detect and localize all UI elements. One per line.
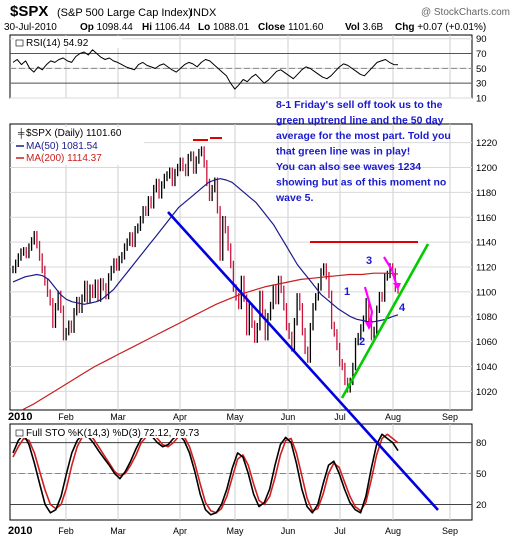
rsi-collapse-icon <box>15 39 24 47</box>
stat-low: Lo 1088.01 <box>198 22 250 33</box>
annotation-line: wave 5. <box>275 192 313 204</box>
y-tick-label: 70 <box>476 49 487 60</box>
sto-d-line <box>12 433 399 514</box>
x-tick-label: 2010 <box>8 525 32 537</box>
y-tick-label: 1160 <box>476 213 496 224</box>
blue-downtrend-line <box>167 211 439 511</box>
sto-title-bg <box>14 426 219 438</box>
y-tick-label: 50 <box>476 469 487 480</box>
ma50-line <box>12 178 399 323</box>
x-tick-label: Apr <box>173 412 187 422</box>
y-tick-label: 1100 <box>476 287 496 298</box>
x-tick-label: Sep <box>442 526 458 536</box>
symbol-title: $SPX <box>10 3 48 20</box>
x-tick-label: Aug <box>385 412 401 422</box>
y-tick-label: 1140 <box>476 238 496 249</box>
y-tick-label: 90 <box>476 34 487 45</box>
stat-open: Op 1098.44 <box>80 22 133 33</box>
price-legend-bg <box>14 127 144 165</box>
annotation-line: showing but as of this moment no <box>276 177 446 189</box>
y-tick-label: 1200 <box>476 163 497 174</box>
x-tick-label: Jul <box>334 526 346 536</box>
annotation-line: average for the most part. Told you <box>276 130 451 142</box>
y-tick-label: 1180 <box>476 188 496 199</box>
y-tick-label: 1080 <box>476 312 497 323</box>
y-tick-label: 1060 <box>476 337 497 348</box>
annotation-text: 8-1 Friday's sell off took us to the gree… <box>275 99 451 204</box>
rsi-title: RSI(14) 54.92 <box>26 38 89 49</box>
quote-date: 30-Jul-2010 <box>4 22 57 33</box>
index-name: (S&P 500 Large Cap Index) <box>57 7 192 19</box>
series-layer <box>12 49 399 516</box>
x-tick-label: Mar <box>110 526 126 536</box>
x-tick-label: 2010 <box>8 411 32 423</box>
sto-k-line <box>12 433 399 516</box>
wave-label-3: 3 <box>366 255 372 267</box>
rsi-title-bg <box>14 36 122 48</box>
y-tick-label: 1120 <box>476 263 496 274</box>
y-tick-label: 80 <box>476 438 487 449</box>
magenta-arrowhead-4 <box>393 283 401 290</box>
x-tick-label: May <box>226 526 244 536</box>
y-tick-label: 50 <box>476 64 487 75</box>
watermark: @ StockCharts.com <box>421 7 510 18</box>
overlay-layer <box>167 137 439 511</box>
x-tick-label: May <box>226 412 244 422</box>
x-tick-label: Mar <box>110 412 126 422</box>
magenta-arrowhead-2 <box>365 322 373 330</box>
x-tick-label: Jul <box>334 412 346 422</box>
stat-high: Hi 1106.44 <box>142 22 191 33</box>
wave-label-4: 4 <box>399 302 406 314</box>
annotation-line: that green line was in play! <box>276 146 410 158</box>
y-tick-label: 1020 <box>476 387 497 398</box>
stat-change: Chg +0.07 (+0.01%) <box>395 22 486 33</box>
wave-label-2: 2 <box>359 336 365 348</box>
annotation-line: You can also see waves 1234 <box>276 161 421 173</box>
x-tick-label: Feb <box>58 526 74 536</box>
ma200-legend-label: MA(200) 1114.37 <box>26 153 102 164</box>
ma200-line <box>21 272 399 411</box>
stat-close: Close 1101.60 <box>258 22 324 33</box>
x-tick-label: Sep <box>442 412 458 422</box>
sto-collapse-icon <box>15 429 24 437</box>
wave-label-1: 1 <box>344 286 350 298</box>
annotation-line: 8-1 Friday's sell off took us to the <box>276 99 443 111</box>
x-tick-label: Jun <box>281 526 296 536</box>
x-tick-label: Aug <box>385 526 401 536</box>
exchange-label: INDX <box>190 7 217 19</box>
magenta-wave-4 <box>383 256 399 288</box>
x-tick-label: Jun <box>281 412 296 422</box>
x-tick-label: Apr <box>173 526 187 536</box>
y-tick-label: 30 <box>476 79 487 90</box>
sto-title: Full STO %K(14,3) %D(3) 72.12, 79.73 <box>26 428 200 439</box>
y-tick-label: 10 <box>476 94 487 105</box>
x-tick-label: Feb <box>58 412 74 422</box>
y-tick-label: 20 <box>476 500 487 511</box>
rsi-line <box>12 49 399 90</box>
price-title: $SPX (Daily) 1101.60 <box>26 128 122 139</box>
y-tick-label: 1040 <box>476 362 497 373</box>
y-tick-label: 1220 <box>476 138 497 149</box>
stat-volume: Vol 3.6B <box>345 22 384 33</box>
candlestick-icon: ╪ <box>17 127 25 139</box>
green-uptrend-line <box>340 243 430 399</box>
ma50-legend-label: MA(50) 1081.54 <box>26 141 98 152</box>
annotation-line: green uptrend line and the 50 day <box>276 115 444 127</box>
